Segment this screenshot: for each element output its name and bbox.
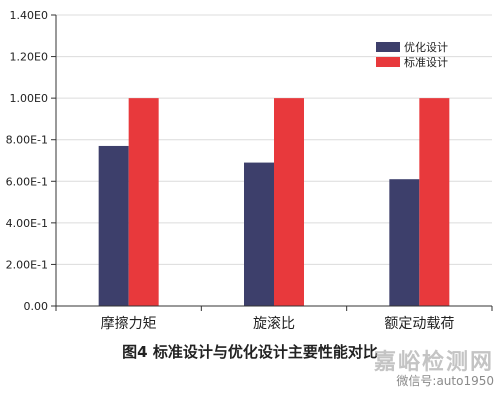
- y-tick-label: 1.40E0: [10, 9, 48, 22]
- y-tick-label: 1.20E0: [10, 51, 48, 64]
- legend-swatch: [376, 57, 400, 67]
- legend-label: 优化设计: [404, 40, 448, 54]
- bar-1-1: [274, 98, 304, 307]
- x-tick-label: 旋滚比: [253, 315, 295, 332]
- watermark: 嘉峪检测网 微信号:auto1950: [374, 350, 494, 389]
- x-tick-label: 摩擦力矩: [101, 315, 157, 332]
- tick-labels: 0.00 2.00E-1 4.00E-1 6.00E-1 8.00E-1 1.00E0 1.…: [6, 9, 455, 332]
- watermark-title: 嘉峪检测网: [373, 350, 494, 375]
- axes: [51, 14, 493, 311]
- bars: [98, 98, 450, 307]
- y-tick-label: 1.00E0: [10, 92, 48, 105]
- bar-1-2: [419, 98, 450, 307]
- legend-swatch: [376, 42, 400, 52]
- y-tick-label: 0.00: [24, 300, 49, 313]
- watermark-subtitle: 微信号:auto1950: [396, 374, 494, 389]
- bar-1-0: [128, 98, 159, 307]
- x-tick-label: 额定动载荷: [384, 316, 454, 332]
- legend-label: 标准设计: [404, 55, 448, 69]
- y-tick-label: 2.00E-1: [6, 258, 48, 271]
- y-tick-label: 4.00E-1: [6, 217, 48, 230]
- figure-caption: 图4 标准设计与优化设计主要性能对比: [122, 343, 378, 361]
- bar-0-0: [98, 145, 129, 306]
- y-tick-label: 6.00E-1: [6, 175, 48, 188]
- y-tick-label: 8.00E-1: [6, 134, 48, 147]
- bar-0-1: [244, 162, 274, 306]
- bar-0-2: [389, 179, 420, 306]
